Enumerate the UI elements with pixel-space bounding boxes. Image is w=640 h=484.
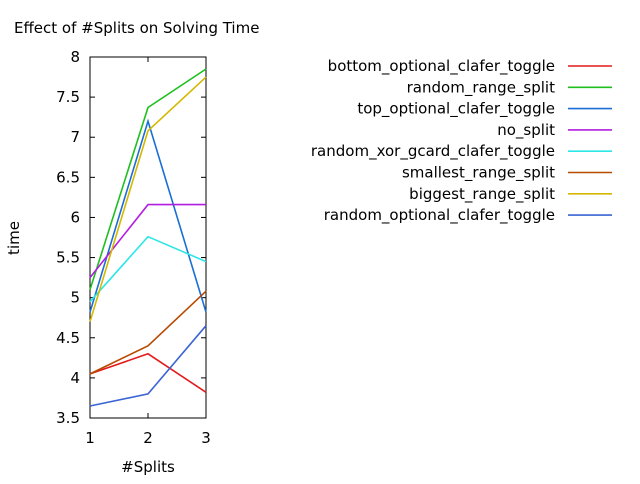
y-tick-label: 6.5 (56, 168, 80, 186)
y-tick-label: 8 (70, 48, 80, 66)
x-tick-label: 1 (85, 429, 95, 447)
y-tick-label: 7 (70, 128, 80, 146)
x-tick-label: 3 (201, 429, 211, 447)
x-tick-label: 2 (143, 429, 153, 447)
y-tick-label: 3.5 (56, 409, 80, 427)
chart-title: Effect of #Splits on Solving Time (14, 19, 259, 37)
y-axis-label: time (5, 221, 23, 255)
legend: bottom_optional_clafer_toggle random_rang… (311, 57, 612, 225)
series-line-biggest-range-split (89, 76, 207, 322)
series-line-random-range-split (89, 68, 207, 290)
y-tick-label: 5 (70, 289, 80, 307)
legend-label: smallest_range_split (402, 164, 555, 183)
series-line-top-optional-clafer-toggle (89, 118, 207, 313)
plot-area: 3.5 4 4.5 5 5.5 6 6.5 7 7.5 8 1 2 3 (56, 48, 211, 447)
legend-label: random_optional_clafer_toggle (324, 206, 555, 225)
legend-label: random_xor_gcard_clafer_toggle (311, 142, 555, 161)
series-line-no-split (89, 203, 206, 279)
series-line-random-xor-gcard-clafer-toggle (89, 235, 207, 303)
legend-label: bottom_optional_clafer_toggle (328, 57, 555, 76)
legend-label: biggest_range_split (409, 185, 555, 204)
legend-label: random_range_split (407, 78, 555, 97)
series-line-random-optional-clafer-toggle (89, 325, 207, 407)
x-axis-label: #Splits (121, 458, 175, 476)
legend-label: top_optional_clafer_toggle (357, 100, 555, 119)
y-tick-label: 6 (70, 208, 80, 226)
legend-label: no_split (497, 121, 555, 140)
y-tick-label: 5.5 (56, 249, 80, 267)
series-line-smallest-range-split (89, 290, 207, 375)
y-tick-label: 7.5 (56, 88, 80, 106)
series-line-bottom-optional-clafer-toggle (89, 352, 207, 393)
y-tick-label: 4.5 (56, 329, 80, 347)
y-tick-label: 4 (70, 369, 80, 387)
